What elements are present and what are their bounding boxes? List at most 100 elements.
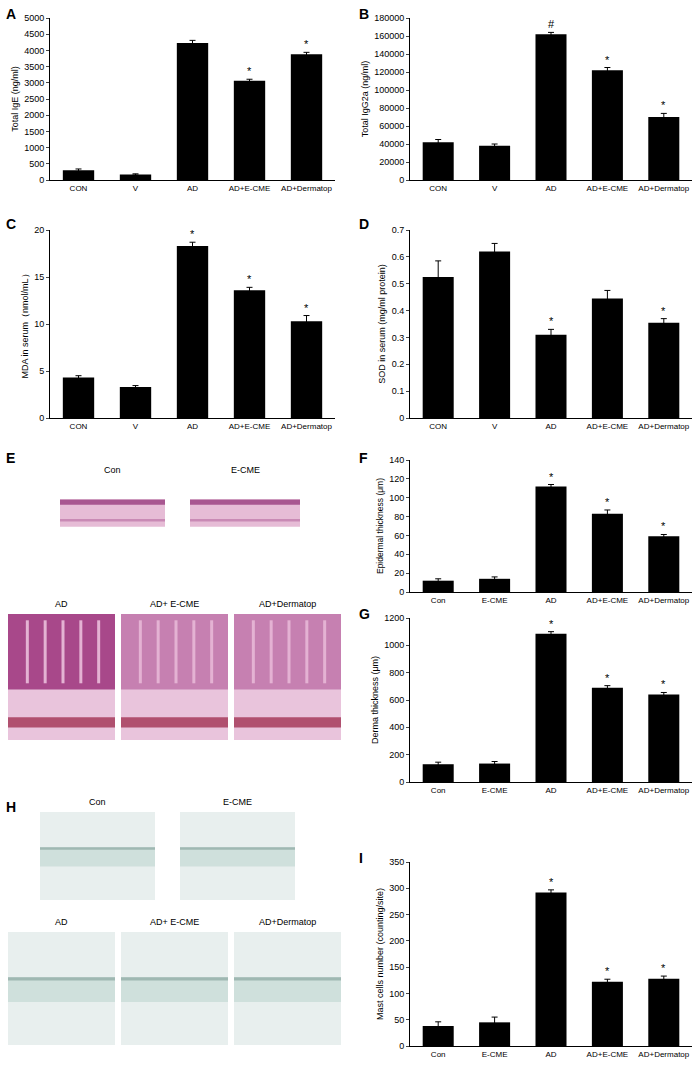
svg-text:V: V xyxy=(133,422,139,431)
svg-text:*: * xyxy=(304,302,309,314)
svg-text:AD: AD xyxy=(545,1050,556,1059)
svg-text:0: 0 xyxy=(399,587,404,597)
svg-text:*: * xyxy=(605,54,610,66)
svg-text:AD+ E-CME: AD+ E-CME xyxy=(150,917,199,927)
svg-text:20: 20 xyxy=(394,568,404,578)
svg-text:Con: Con xyxy=(89,797,106,807)
svg-text:*: * xyxy=(190,228,195,240)
svg-text:80: 80 xyxy=(394,512,404,522)
svg-text:CON: CON xyxy=(70,422,88,431)
svg-text:0.6: 0.6 xyxy=(392,252,405,262)
svg-text:AD: AD xyxy=(55,599,68,609)
svg-text:F: F xyxy=(359,450,368,466)
svg-text:0.4: 0.4 xyxy=(392,306,405,316)
svg-text:AD+Dermatop: AD+Dermatop xyxy=(638,1050,689,1059)
svg-text:V: V xyxy=(133,184,139,193)
svg-text:SOD in serum (mg/ml protein): SOD in serum (mg/ml protein) xyxy=(377,264,387,384)
svg-text:400: 400 xyxy=(389,722,404,732)
svg-text:250: 250 xyxy=(389,910,404,920)
svg-text:100000: 100000 xyxy=(374,85,404,95)
svg-text:AD: AD xyxy=(545,422,556,431)
svg-text:Total IgE (ng/ml): Total IgE (ng/ml) xyxy=(10,66,20,132)
svg-text:2500: 2500 xyxy=(24,94,44,104)
svg-text:Total IgG2a (ng/ml): Total IgG2a (ng/ml) xyxy=(360,61,370,138)
svg-text:0: 0 xyxy=(399,413,404,423)
svg-text:0: 0 xyxy=(39,175,44,185)
svg-text:200: 200 xyxy=(389,936,404,946)
svg-text:120000: 120000 xyxy=(374,67,404,77)
svg-text:E-CME: E-CME xyxy=(482,786,508,795)
svg-text:1200: 1200 xyxy=(384,613,404,623)
svg-text:140: 140 xyxy=(389,455,404,465)
svg-text:AD+E-CME: AD+E-CME xyxy=(587,184,629,193)
svg-text:120: 120 xyxy=(389,474,404,484)
svg-text:AD+E-CME: AD+E-CME xyxy=(587,786,629,795)
svg-text:0.1: 0.1 xyxy=(392,386,405,396)
svg-text:AD+Dermatop: AD+Dermatop xyxy=(638,786,689,795)
svg-text:600: 600 xyxy=(389,695,404,705)
svg-text:*: * xyxy=(549,315,554,327)
svg-text:5000: 5000 xyxy=(24,13,44,23)
svg-text:3000: 3000 xyxy=(24,78,44,88)
svg-text:0: 0 xyxy=(399,777,404,787)
svg-text:500: 500 xyxy=(29,159,44,169)
svg-text:AD+Dermatop: AD+Dermatop xyxy=(638,422,689,431)
svg-text:AD+E-CME: AD+E-CME xyxy=(587,422,629,431)
svg-text:AD+ E-CME: AD+ E-CME xyxy=(150,599,199,609)
svg-text:60: 60 xyxy=(394,531,404,541)
svg-text:15: 15 xyxy=(34,272,44,282)
svg-text:3500: 3500 xyxy=(24,62,44,72)
svg-text:*: * xyxy=(661,962,666,974)
svg-text:100: 100 xyxy=(389,989,404,999)
svg-text:0.2: 0.2 xyxy=(392,359,405,369)
svg-text:100: 100 xyxy=(389,493,404,503)
svg-text:*: * xyxy=(605,496,610,508)
svg-text:Derma thickness (μm): Derma thickness (μm) xyxy=(370,656,380,744)
svg-text:AD: AD xyxy=(55,917,68,927)
svg-text:Con: Con xyxy=(104,465,121,475)
svg-text:#: # xyxy=(548,18,555,30)
svg-text:180000: 180000 xyxy=(374,13,404,23)
svg-text:E: E xyxy=(6,450,15,466)
svg-text:AD+E-CME: AD+E-CME xyxy=(229,422,271,431)
svg-text:2000: 2000 xyxy=(24,110,44,120)
svg-text:*: * xyxy=(549,876,554,888)
svg-text:0.5: 0.5 xyxy=(392,279,405,289)
svg-text:Con: Con xyxy=(431,1050,446,1059)
svg-text:*: * xyxy=(304,38,309,50)
svg-text:800: 800 xyxy=(389,668,404,678)
svg-text:D: D xyxy=(359,216,369,232)
svg-text:AD+Dermatop: AD+Dermatop xyxy=(259,599,316,609)
svg-text:A: A xyxy=(6,6,16,22)
svg-text:E-CME: E-CME xyxy=(223,797,252,807)
svg-text:AD+Dermatop: AD+Dermatop xyxy=(638,596,689,605)
svg-text:*: * xyxy=(605,672,610,684)
svg-text:160000: 160000 xyxy=(374,31,404,41)
svg-text:50: 50 xyxy=(394,1015,404,1025)
svg-text:350: 350 xyxy=(389,857,404,867)
svg-text:AD+E-CME: AD+E-CME xyxy=(229,184,271,193)
svg-text:4000: 4000 xyxy=(24,46,44,56)
svg-text:I: I xyxy=(359,850,363,866)
svg-text:80000: 80000 xyxy=(379,103,404,113)
svg-text:C: C xyxy=(6,216,16,232)
svg-text:AD: AD xyxy=(187,422,198,431)
svg-text:AD+Dermatop: AD+Dermatop xyxy=(281,184,332,193)
svg-text:MDA in serum（nmol/mL）: MDA in serum（nmol/mL） xyxy=(20,269,30,378)
svg-text:40: 40 xyxy=(394,549,404,559)
svg-text:AD: AD xyxy=(545,786,556,795)
svg-text:CON: CON xyxy=(429,184,447,193)
svg-text:*: * xyxy=(661,99,666,111)
svg-text:AD+Dermatop: AD+Dermatop xyxy=(638,184,689,193)
svg-text:AD+Dermatop: AD+Dermatop xyxy=(281,422,332,431)
svg-text:*: * xyxy=(549,471,554,483)
svg-text:AD+E-CME: AD+E-CME xyxy=(587,1050,629,1059)
svg-text:1000: 1000 xyxy=(384,640,404,650)
svg-text:G: G xyxy=(359,606,370,622)
svg-text:V: V xyxy=(492,184,498,193)
svg-text:*: * xyxy=(549,618,554,630)
svg-text:AD+Dermatop: AD+Dermatop xyxy=(259,917,316,927)
svg-text:Epidermal thickness (μm): Epidermal thickness (μm) xyxy=(375,478,385,574)
svg-text:140000: 140000 xyxy=(374,49,404,59)
svg-text:5: 5 xyxy=(39,366,44,376)
